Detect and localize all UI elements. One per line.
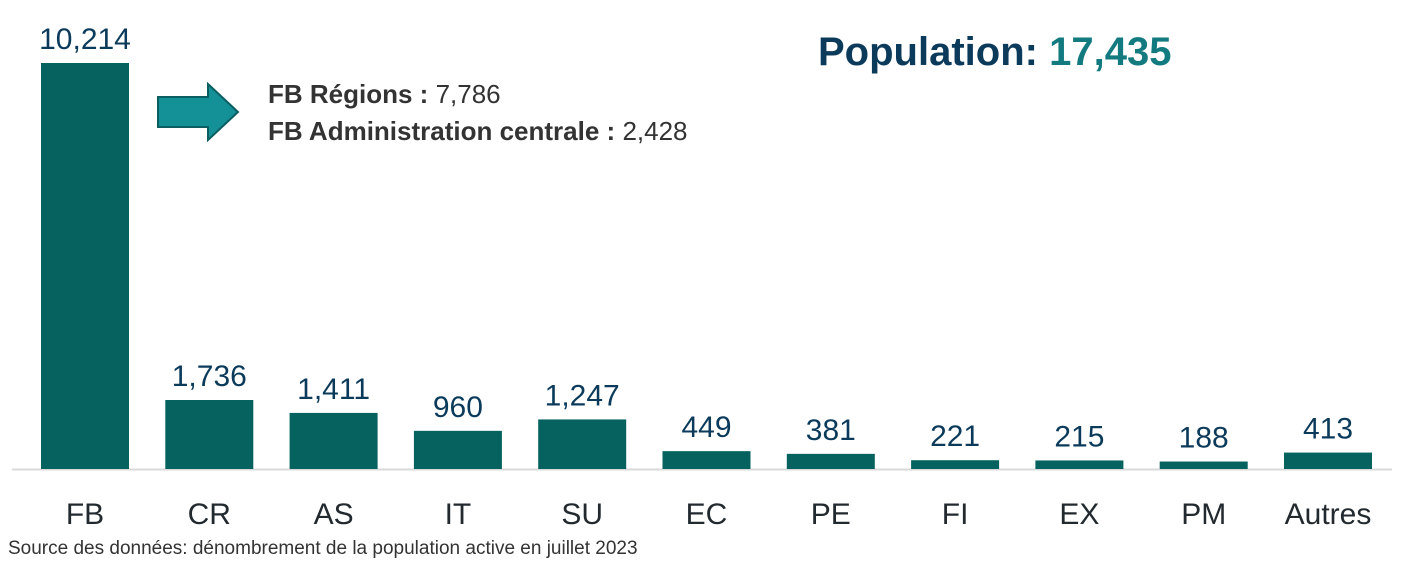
breakdown-regions: FB Régions : 7,786 (268, 79, 501, 110)
data-label-ex: 215 (1054, 420, 1104, 453)
data-label-ec: 449 (681, 411, 731, 444)
data-label-fb: 10,214 (39, 23, 131, 56)
x-tick-label-pe: PE (811, 498, 851, 531)
bar-ex (1035, 460, 1124, 469)
x-tick-label-fi: FI (942, 498, 969, 531)
x-tick-label-as: AS (314, 498, 354, 531)
data-label-fi: 221 (930, 420, 980, 453)
x-tick-label-fb: FB (66, 498, 104, 531)
bar-autres (1284, 452, 1372, 469)
data-label-cr: 1,736 (172, 360, 247, 393)
bar-as (289, 412, 378, 469)
bar-cr (165, 399, 254, 469)
population-value: 17,435 (1049, 30, 1172, 74)
data-label-autres: 413 (1303, 413, 1353, 446)
breakdown-central: FB Administration centrale : 2,428 (268, 116, 688, 147)
breakdown-central-label: FB Administration centrale : (268, 116, 616, 146)
data-label-it: 960 (433, 391, 483, 424)
population-label: Population: (818, 30, 1038, 74)
data-label-pe: 381 (806, 414, 856, 447)
x-tick-label-ec: EC (686, 498, 728, 531)
x-tick-label-it: IT (445, 498, 472, 531)
bar-it (413, 430, 502, 469)
breakdown-regions-label: FB Régions : (268, 79, 429, 109)
x-tick-label-ex: EX (1059, 498, 1099, 531)
breakdown-regions-value: 7,786 (435, 79, 501, 109)
bar-su (538, 419, 627, 469)
population-total: Population: 17,435 (818, 30, 1171, 75)
bar-fi (911, 460, 1000, 469)
x-tick-label-cr: CR (188, 498, 231, 531)
source-note: Source des données: dénombrement de la p… (8, 538, 638, 559)
bar-ec (662, 451, 751, 469)
data-label-as: 1,411 (297, 373, 370, 406)
data-label-pm: 188 (1179, 422, 1229, 455)
breakdown-central-value: 2,428 (622, 116, 688, 146)
x-tick-label-autres: Autres (1285, 498, 1372, 531)
arrow-right-icon (156, 81, 240, 147)
x-tick-label-su: SU (561, 498, 603, 531)
bar-fb (41, 63, 129, 469)
bar-pm (1159, 461, 1248, 469)
bar-pe (786, 453, 875, 469)
data-label-su: 1,247 (545, 379, 620, 412)
x-tick-label-pm: PM (1181, 498, 1226, 531)
